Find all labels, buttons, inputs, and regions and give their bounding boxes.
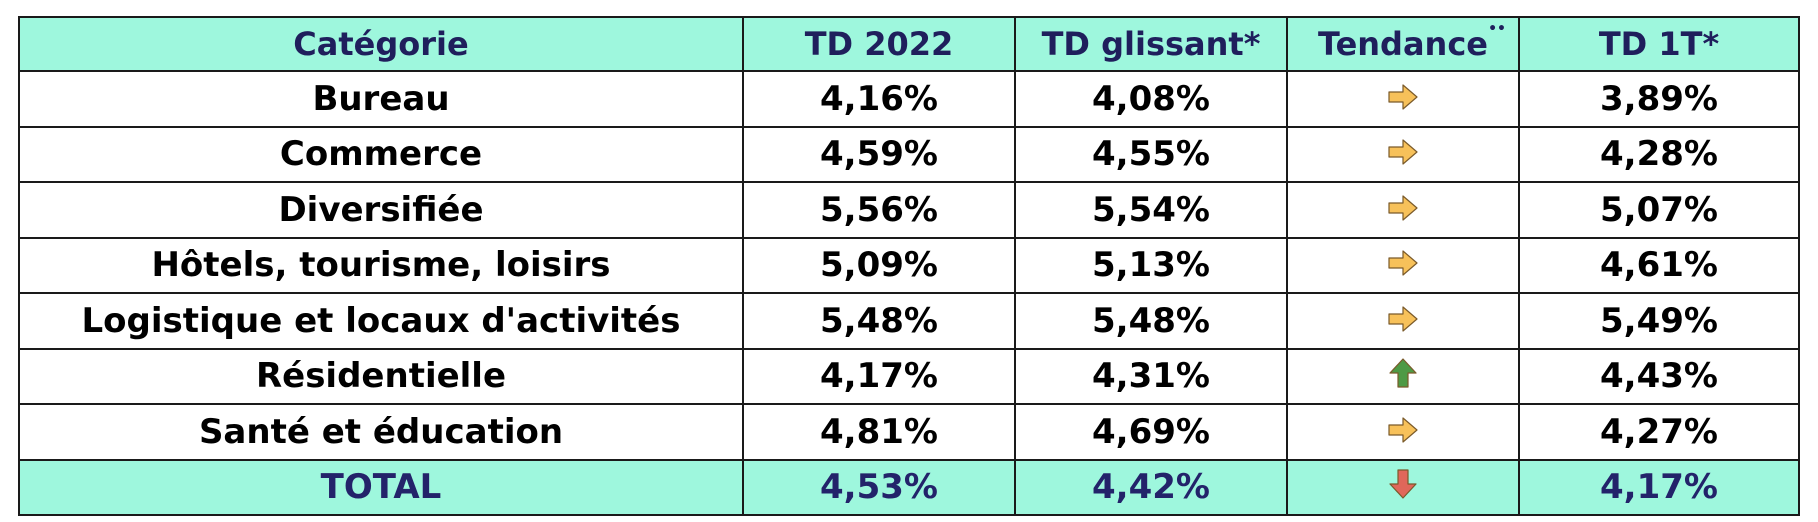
cell-td-glissant: 5,48% [1014, 292, 1288, 350]
column-header-tendance: Tendance •• [1286, 16, 1520, 72]
cell-categorie: Commerce [18, 125, 744, 183]
cell-categorie: Santé et éducation [18, 403, 744, 461]
cell-categorie: Logistique et locaux d'activités [18, 292, 744, 350]
cell-td-glissant: 4,08% [1014, 70, 1288, 128]
cell-td-2022: 4,53% [742, 458, 1016, 516]
cell-td-glissant: 5,54% [1014, 181, 1288, 239]
cell-td-1t: 3,89% [1518, 70, 1800, 128]
cell-td-1t: 4,61% [1518, 236, 1800, 294]
arrow-down-icon [1389, 462, 1417, 513]
arrow-right-icon [1388, 296, 1418, 347]
cell-td-glissant: 4,31% [1014, 347, 1288, 405]
cell-tendance [1286, 292, 1520, 350]
cell-td-2022: 4,17% [742, 347, 1016, 405]
table-row: Résidentielle 4,17% 4,31% 4,43% [18, 347, 1800, 405]
cell-td-2022: 5,56% [742, 181, 1016, 239]
cell-td-2022: 4,16% [742, 70, 1016, 128]
cell-td-2022: 5,09% [742, 236, 1016, 294]
table-container: Catégorie TD 2022 TD glissant* Tendance •… [18, 16, 1800, 516]
cell-tendance [1286, 181, 1520, 239]
table-row: Commerce 4,59% 4,55% 4,28% [18, 125, 1800, 183]
column-header-td-2022: TD 2022 [742, 16, 1016, 72]
table-row: Santé et éducation 4,81% 4,69% 4,27% [18, 403, 1800, 461]
cell-td-1t: 4,43% [1518, 347, 1800, 405]
table-row: Bureau 4,16% 4,08% 3,89% [18, 70, 1800, 128]
cell-td-glissant: 4,69% [1014, 403, 1288, 461]
arrow-up-icon [1389, 351, 1417, 402]
arrow-right-icon [1388, 74, 1418, 125]
column-header-td-1t: TD 1T* [1518, 16, 1800, 72]
arrow-right-icon [1388, 129, 1418, 180]
table-row: Logistique et locaux d'activités 5,48% 5,4… [18, 292, 1800, 350]
total-row: TOTAL 4,53% 4,42% 4,17% [18, 458, 1800, 516]
cell-td-1t: 4,17% [1518, 458, 1800, 516]
arrow-right-icon [1388, 240, 1418, 291]
cell-categorie: Résidentielle [18, 347, 744, 405]
cell-tendance [1286, 403, 1520, 461]
cell-categorie: TOTAL [18, 458, 744, 516]
arrow-right-icon [1388, 407, 1418, 458]
cell-tendance [1286, 236, 1520, 294]
arrow-right-icon [1388, 185, 1418, 236]
cell-td-1t: 5,07% [1518, 181, 1800, 239]
column-header-categorie: Catégorie [18, 16, 744, 72]
tendance-label: Tendance [1317, 25, 1488, 63]
cell-categorie: Bureau [18, 70, 744, 128]
cell-td-1t: 5,49% [1518, 292, 1800, 350]
cell-tendance [1286, 458, 1520, 516]
cell-td-2022: 5,48% [742, 292, 1016, 350]
cell-tendance [1286, 70, 1520, 128]
cell-td-glissant: 4,55% [1014, 125, 1288, 183]
cell-td-1t: 4,28% [1518, 125, 1800, 183]
tendance-footnote-marker: •• [1488, 21, 1506, 37]
header-row: Catégorie TD 2022 TD glissant* Tendance •… [18, 16, 1800, 72]
column-header-td-glissant: TD glissant* [1014, 16, 1288, 72]
table-row: Diversifiée 5,56% 5,54% 5,07% [18, 181, 1800, 239]
cell-categorie: Hôtels, tourisme, loisirs [18, 236, 744, 294]
table-row: Hôtels, tourisme, loisirs 5,09% 5,13% 4,61% [18, 236, 1800, 294]
cell-tendance [1286, 347, 1520, 405]
rates-table: Catégorie TD 2022 TD glissant* Tendance •… [18, 16, 1800, 516]
cell-td-2022: 4,59% [742, 125, 1016, 183]
cell-categorie: Diversifiée [18, 181, 744, 239]
cell-td-2022: 4,81% [742, 403, 1016, 461]
cell-tendance [1286, 125, 1520, 183]
cell-td-glissant: 5,13% [1014, 236, 1288, 294]
cell-td-glissant: 4,42% [1014, 458, 1288, 516]
cell-td-1t: 4,27% [1518, 403, 1800, 461]
